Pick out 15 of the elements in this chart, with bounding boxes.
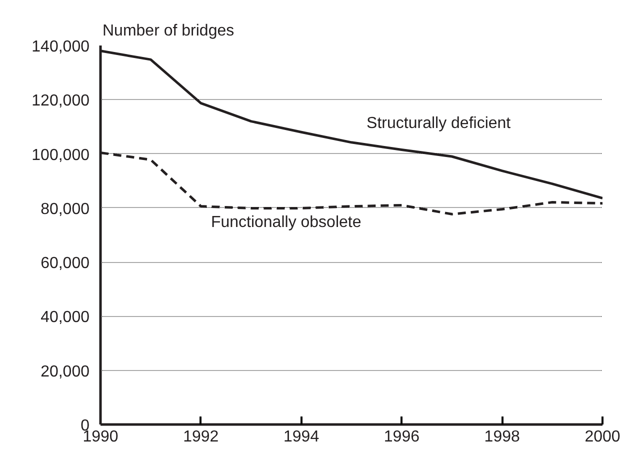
x-tick-label: 2000 [584, 428, 620, 446]
x-tick-label: 1992 [183, 428, 219, 446]
x-tick-label: 1996 [384, 428, 420, 446]
y-tick-label: 120,000 [32, 92, 90, 110]
series-label: Functionally obsolete [210, 214, 362, 231]
y-axis-title: Number of bridges [102, 22, 234, 40]
x-tick-label: 1994 [284, 428, 320, 446]
y-tick-label: 80,000 [40, 200, 90, 218]
series-label: Structurally deficient [366, 115, 512, 132]
y-tick-label: 60,000 [40, 255, 90, 272]
y-tick-label: 140,000 [32, 38, 90, 56]
y-tick-label: 100,000 [32, 146, 90, 164]
x-tick-label: 1998 [484, 428, 520, 446]
y-tick-label: 20,000 [40, 363, 90, 380]
y-tick-label: 40,000 [40, 309, 90, 326]
